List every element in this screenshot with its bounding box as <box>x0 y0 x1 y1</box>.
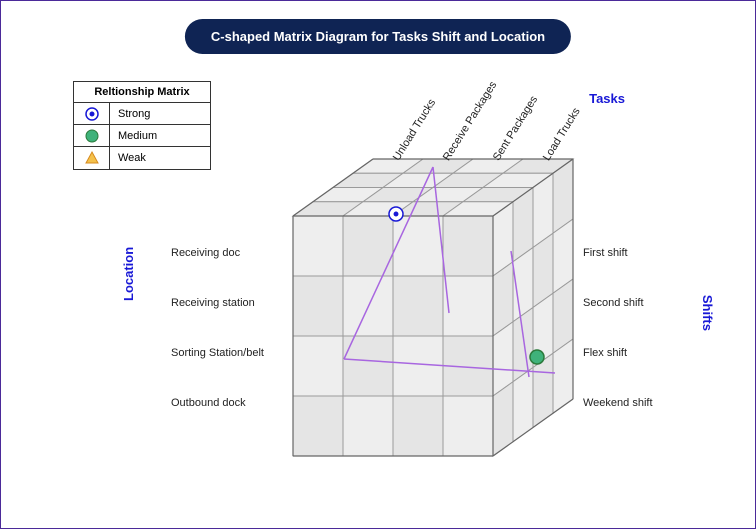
axis-tick-label: First shift <box>583 247 628 259</box>
axis-tick-label: Receiving station <box>171 297 255 309</box>
axis-tick-label: Weekend shift <box>583 397 653 409</box>
axis-tick-label: Flex shift <box>583 347 627 359</box>
axis-tick-label: Sorting Station/belt <box>171 347 264 359</box>
diagram-frame: C-shaped Matrix Diagram for Tasks Shift … <box>0 0 756 529</box>
axis-tick-label: Receiving doc <box>171 247 240 259</box>
axis-tick-label: Outbound dock <box>171 397 246 409</box>
axis-tick-label: Second shift <box>583 297 644 309</box>
cube-svg <box>1 1 756 530</box>
